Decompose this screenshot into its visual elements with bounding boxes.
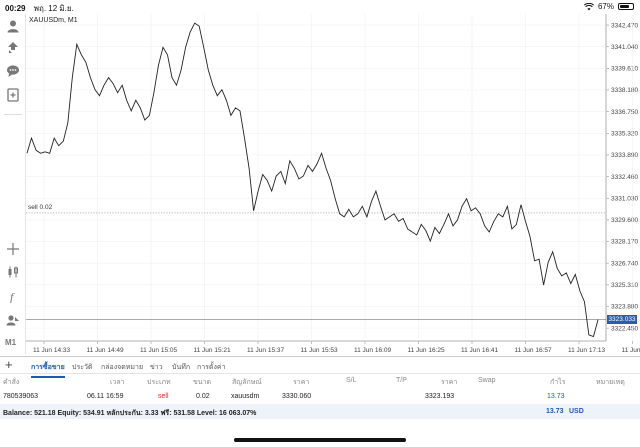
price-line xyxy=(26,22,599,338)
y-tick-label: 3336.750 xyxy=(611,109,638,116)
account-icon xyxy=(7,20,19,33)
status-bar: 00:29 พฤ. 12 มิ.ย. 67% xyxy=(0,0,640,14)
new-chart-button[interactable] xyxy=(3,86,23,104)
chat-icon xyxy=(7,65,19,77)
y-tick-label: 3322.450 xyxy=(611,325,638,332)
row-ticket: 780539063 xyxy=(3,393,39,400)
y-tick-label: 3338.180 xyxy=(611,87,638,94)
objects-icon xyxy=(6,315,19,326)
tab-mailbox[interactable]: กล่องจดหมาย xyxy=(101,364,144,371)
y-tick-label: 3341.040 xyxy=(611,44,638,51)
y-tick-label: 3335.320 xyxy=(611,130,638,137)
account-currency: USD xyxy=(569,408,584,415)
col-profit: กำไร xyxy=(550,379,566,386)
tab-settings[interactable]: การตั้งค่า xyxy=(197,364,226,371)
x-tick-label: 11 Jun 16:25 xyxy=(408,347,445,354)
tab-history[interactable]: ประวัติ xyxy=(72,364,93,371)
col-tp: T/P xyxy=(396,377,407,384)
crosshair-button[interactable] xyxy=(3,240,23,258)
trade-arrows-icon xyxy=(8,42,18,53)
y-tick-label: 3329.600 xyxy=(611,217,638,224)
candlestick-icon xyxy=(8,266,18,278)
row-time: 06.11 16:59 xyxy=(87,393,124,400)
wifi-icon xyxy=(583,2,594,10)
indicators-icon: f xyxy=(10,290,15,303)
col-size: ขนาด xyxy=(193,379,212,386)
home-indicator xyxy=(234,438,406,442)
toolbox-tabs: + การซื้อขาย ประวัติ กล่องจดหมาย ข่าว บั… xyxy=(0,356,640,378)
x-tick-label: 11 Jun 16:09 xyxy=(354,347,391,354)
col-symbol: สัญลักษณ์ xyxy=(232,379,262,386)
balance-text: Balance: 521.18 Equity: 534.91 หลักประกั… xyxy=(3,410,257,417)
trade-table-header: คำสั่ง เวลา ประเภท ขนาด สัญลักษณ์ ราคา S… xyxy=(0,374,640,387)
y-tick-label: 3326.740 xyxy=(611,260,638,267)
balance-summary: Balance: 521.18 Equity: 534.91 หลักประกั… xyxy=(0,404,640,419)
col-comment: หมายเหตุ xyxy=(596,379,625,386)
battery-icon xyxy=(618,3,634,10)
chat-button[interactable] xyxy=(3,62,23,80)
col-order: คำสั่ง xyxy=(3,379,20,386)
row-current-price: 3323.193 xyxy=(425,393,455,400)
col-sl: S/L xyxy=(346,377,357,384)
status-bar-right: 67% xyxy=(583,2,634,11)
col-swap: Swap xyxy=(478,377,496,384)
y-tick-label: 3339.610 xyxy=(611,66,638,73)
y-tick-label: 3333.890 xyxy=(611,152,638,159)
left-toolbar: f M1 xyxy=(0,14,26,354)
col-time: เวลา xyxy=(110,379,125,386)
order-line-label[interactable]: sell 0.02 xyxy=(28,203,53,211)
tab-news[interactable]: ข่าว xyxy=(150,364,163,371)
crosshair-icon xyxy=(7,243,19,255)
y-tick-label: 3342.470 xyxy=(611,22,638,29)
y-tick-label: 3331.030 xyxy=(611,195,638,202)
price-chart-svg[interactable]: 3342.470 3341.040 3339.610 3338.180 3336.750… xyxy=(26,14,640,356)
objects-button[interactable] xyxy=(3,311,23,329)
battery-fill xyxy=(620,5,630,8)
indicators-button[interactable]: f xyxy=(3,287,23,305)
x-tick-label: 11 Jun 15:21 xyxy=(194,347,231,354)
x-tick-label: 11 Jun 15:37 xyxy=(247,347,284,354)
x-tick-label: 11 Jun 14:33 xyxy=(33,347,70,354)
tab-journal[interactable]: บันทึก xyxy=(172,364,191,371)
row-profit: 13.73 xyxy=(547,393,565,400)
status-bar-left: 00:29 พฤ. 12 มิ.ย. xyxy=(5,2,74,15)
col-current-price: ราคา xyxy=(441,379,458,386)
price-chart[interactable]: 3342.470 3341.040 3339.610 3338.180 3336.750… xyxy=(26,14,640,356)
x-tick-label: 11 Jun 15:05 xyxy=(140,347,177,354)
new-chart-icon xyxy=(7,88,19,102)
row-type: sell xyxy=(158,393,169,400)
chart-symbol-label: XAUUSDm, M1 xyxy=(29,17,78,24)
account-button[interactable] xyxy=(3,17,23,35)
col-type: ประเภท xyxy=(147,379,171,386)
tab-trade[interactable]: การซื้อขาย xyxy=(31,362,65,378)
col-price: ราคา xyxy=(293,379,310,386)
svg-text:f: f xyxy=(10,290,15,303)
y-tick-label: 3332.460 xyxy=(611,174,638,181)
total-profit: 13.73 xyxy=(546,408,564,415)
battery-percent: 67% xyxy=(597,2,614,11)
x-tick-label: 11 Jun 17:29 xyxy=(622,347,640,354)
status-time: 00:29 xyxy=(5,4,26,13)
y-tick-label: 3323.880 xyxy=(611,304,638,311)
row-open-price: 3330.060 xyxy=(282,393,312,400)
x-tick-label: 11 Jun 16:57 xyxy=(515,347,552,354)
toolbar-divider xyxy=(4,114,22,115)
x-tick-label: 11 Jun 15:53 xyxy=(301,347,338,354)
timeframe-button[interactable]: M1 xyxy=(5,338,17,347)
chart-type-button[interactable] xyxy=(3,263,23,281)
y-tick-label: 3325.310 xyxy=(611,282,638,289)
x-tick-label: 11 Jun 14:49 xyxy=(87,347,124,354)
y-tick-label: 3328.170 xyxy=(611,239,638,246)
trade-button[interactable] xyxy=(3,39,23,57)
current-price-tag: 3323.033 xyxy=(607,314,637,324)
row-size: 0.02 xyxy=(196,393,210,400)
row-symbol: xauusdm xyxy=(231,393,260,400)
x-tick-label: 11 Jun 16:41 xyxy=(461,347,498,354)
status-date: พฤ. 12 มิ.ย. xyxy=(33,4,74,13)
table-row[interactable]: 780539063 06.11 16:59 sell 0.02 xauusdm … xyxy=(0,390,640,403)
x-tick-label: 11 Jun 17:13 xyxy=(568,347,605,354)
add-order-button[interactable]: + xyxy=(5,357,13,372)
